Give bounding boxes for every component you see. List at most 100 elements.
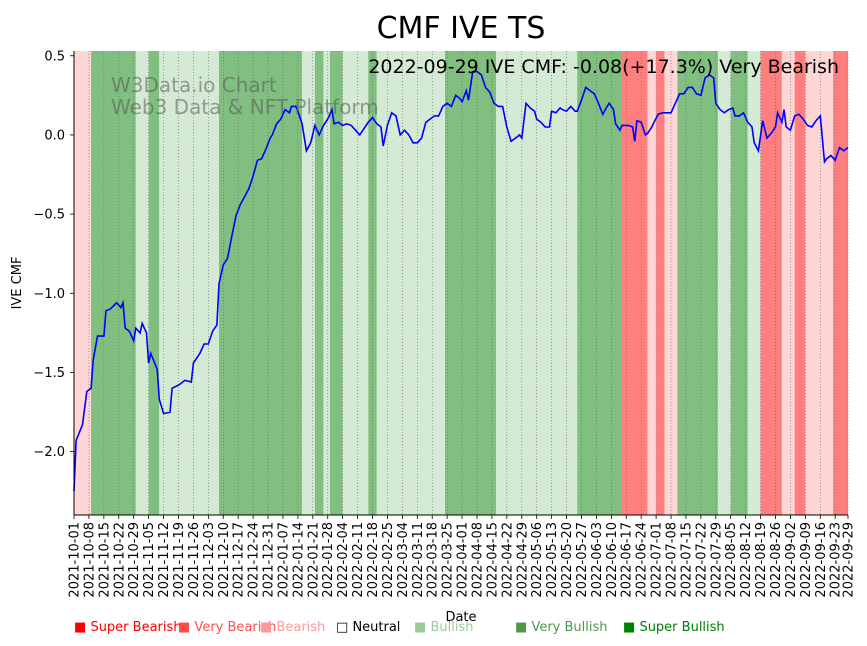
x-tick-label: 2022-03-18: [426, 522, 441, 598]
x-tick-label: 2022-05-13: [545, 522, 560, 598]
legend-item-very-bearish: ■ Very Bearish: [178, 620, 276, 635]
x-tick-label: 2021-12-17: [232, 522, 247, 598]
x-tick-label: 2022-02-18: [366, 522, 381, 598]
y-tick-label: 0.5: [44, 49, 65, 64]
x-tick-label: 2022-08-26: [769, 522, 784, 598]
x-tick-label: 2021-10-29: [127, 522, 142, 598]
x-tick-label: 2022-06-24: [635, 522, 650, 598]
legend-item-bearish: ■ Bearish: [260, 620, 325, 635]
region-bullish: [159, 51, 219, 515]
x-tick-label: 2022-01-14: [291, 522, 306, 598]
x-tick-label: 2021-12-31: [262, 522, 277, 598]
x-tick-label: 2022-05-20: [560, 522, 575, 598]
x-tick-label: 2022-09-09: [799, 522, 814, 598]
x-tick-label: 2022-08-19: [754, 522, 769, 598]
legend-swatch-neutral: □: [336, 620, 349, 635]
x-tick-label: 2021-10-22: [112, 522, 127, 598]
sentiment-regions: [74, 51, 848, 515]
region-very-bullish: [730, 51, 748, 515]
x-tick-label: 2022-04-01: [456, 522, 471, 598]
legend-label-bullish: Bullish: [430, 620, 474, 635]
x-tick-label: 2022-09-02: [784, 522, 799, 598]
x-tick-label: 2022-05-27: [575, 522, 590, 598]
region-bearish: [74, 51, 92, 515]
region-bullish: [302, 51, 315, 515]
legend-label-neutral: Neutral: [352, 620, 401, 635]
region-bullish: [376, 51, 446, 515]
x-tick-label: 2022-01-21: [306, 522, 321, 598]
x-tick-label: 2021-11-26: [187, 522, 202, 598]
x-tick-label: 2021-11-05: [142, 522, 157, 598]
x-tick-label: 2021-12-24: [247, 522, 262, 598]
cmf-series-line: [73, 70, 849, 492]
legend-item-super-bearish: ■ Super Bearish: [74, 620, 182, 635]
x-tick-label: 2021-11-19: [172, 522, 187, 598]
region-bearish: [805, 51, 834, 515]
x-tick-label: 2022-09-16: [814, 522, 829, 598]
x-tick-label: 2022-06-03: [590, 522, 605, 598]
x-tick-label: 2022-04-29: [515, 522, 530, 598]
x-tick-label: 2022-01-28: [321, 522, 336, 598]
x-axis-label: Date: [445, 610, 476, 625]
legend-swatch-bullish: ■: [414, 620, 427, 635]
region-very-bearish: [833, 51, 848, 515]
chart-title: CMF IVE TS: [377, 11, 546, 46]
x-tick-label: 2022-09-29: [842, 522, 857, 598]
legend-item-bullish: ■ Bullish: [414, 620, 473, 635]
y-tick-label: −0.5: [33, 208, 65, 223]
x-tick-label: 2022-07-01: [650, 522, 665, 598]
status-annotation: 2022-09-29 IVE CMF: -0.08(+17.3%) Very B…: [368, 56, 839, 78]
x-tick-label: 2022-02-04: [336, 522, 351, 598]
y-tick-label: −2.0: [33, 445, 65, 460]
x-tick-label: 2022-07-15: [679, 522, 694, 598]
x-tick-label: 2022-04-08: [470, 522, 485, 598]
x-tick-label: 2022-05-06: [530, 522, 545, 598]
region-very-bullish: [677, 51, 718, 515]
x-tick-label: 2022-09-23: [829, 522, 844, 598]
region-very-bearish: [621, 51, 648, 515]
legend-label-super-bullish: Super Bullish: [639, 620, 725, 635]
y-tick-label: −1.5: [33, 366, 65, 381]
region-very-bullish: [329, 51, 343, 515]
y-axis-label: IVE CMF: [10, 257, 25, 310]
legend-swatch-very-bullish: ■: [515, 620, 528, 635]
y-tick-label: −1.0: [33, 287, 65, 302]
region-very-bullish: [445, 51, 497, 515]
region-very-bearish: [760, 51, 782, 515]
region-bullish: [747, 51, 761, 515]
x-tick-label: 2022-03-11: [411, 522, 426, 598]
x-tick-label: 2022-02-25: [381, 522, 396, 598]
legend-swatch-bearish: ■: [260, 620, 273, 635]
x-tick-label: 2022-08-12: [739, 522, 754, 598]
x-grid-lines: [73, 51, 849, 515]
legend-swatch-super-bullish: ■: [623, 620, 636, 635]
x-tick-label: 2022-07-08: [665, 522, 680, 598]
legend-item-very-bullish: ■ Very Bullish: [515, 620, 608, 635]
x-tick-label: 2021-10-15: [97, 522, 112, 598]
legend-swatch-super-bearish: ■: [74, 620, 87, 635]
x-ticks: 2021-10-01 2021-10-08 2021-10-15 2021-10-22…: [68, 515, 857, 598]
region-bullish: [323, 51, 330, 515]
watermark-line-1: W3Data.io Chart: [111, 73, 277, 97]
x-tick-label: 2021-10-01: [68, 522, 83, 598]
legend-item-neutral: □ Neutral: [336, 620, 400, 635]
region-bullish: [135, 51, 149, 515]
x-tick-label: 2022-07-22: [694, 522, 709, 598]
axes: [73, 51, 848, 516]
region-bullish: [717, 51, 731, 515]
x-tick-label: 2022-03-04: [396, 522, 411, 598]
x-tick-label: 2021-10-08: [82, 522, 97, 598]
x-tick-label: 2022-06-10: [605, 522, 620, 598]
region-very-bullish: [218, 51, 303, 515]
region-very-bearish: [794, 51, 806, 515]
x-tick-label: 2022-04-22: [500, 522, 515, 598]
y-tick-label: 0.0: [44, 128, 65, 143]
region-very-bearish: [656, 51, 665, 515]
x-tick-label: 2021-11-12: [157, 522, 172, 598]
region-very-bullish: [314, 51, 324, 515]
x-tick-label: 2021-12-03: [202, 522, 217, 598]
legend-item-super-bullish: ■ Super Bullish: [623, 620, 725, 635]
region-very-bullish: [91, 51, 136, 515]
region-bearish: [647, 51, 657, 515]
